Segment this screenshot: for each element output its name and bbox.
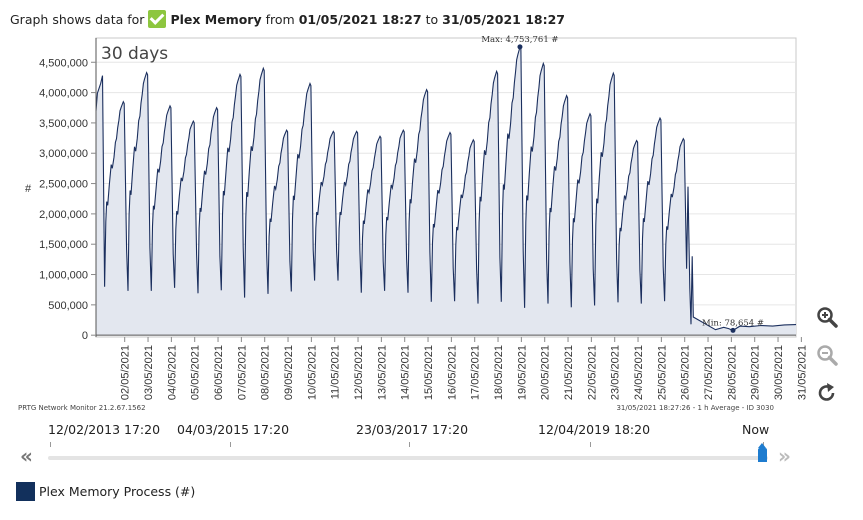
timeline-track[interactable] (48, 456, 768, 460)
x-tick-label: 16/05/2021 (446, 345, 458, 400)
y-tick-label: 1,500,000 (39, 239, 88, 251)
series-area (96, 46, 796, 336)
min-label: Min: 78,654 # (702, 318, 764, 328)
y-tick-label: 2,500,000 (39, 179, 88, 191)
timeline-label-2015: 04/03/2015 17:20 (177, 422, 290, 437)
y-tick-label: 3,500,000 (39, 118, 88, 130)
x-tick-label: 19/05/2021 (516, 345, 528, 400)
x-tick-label: 12/05/2021 (353, 345, 365, 400)
x-tick-label: 14/05/2021 (400, 345, 412, 400)
x-tick-label: 05/05/2021 (190, 345, 202, 400)
legend-label: Plex Memory Process (#) (39, 484, 196, 499)
x-tick-label: 13/05/2021 (376, 345, 388, 400)
min-marker (730, 327, 736, 333)
x-tick-label: 02/05/2021 (120, 345, 132, 400)
x-tick-label: 18/05/2021 (493, 345, 505, 400)
x-tick-label: 17/05/2021 (470, 345, 482, 400)
y-tick-label: 0 (82, 330, 88, 342)
zoom-out-icon[interactable] (816, 344, 838, 366)
x-tick-label: 20/05/2021 (540, 345, 552, 400)
timeline-forward-icon[interactable]: » (778, 444, 791, 468)
x-tick-label: 07/05/2021 (236, 345, 248, 400)
timeline-label-now: Now (742, 422, 770, 437)
status-ok-icon (148, 10, 167, 28)
y-tick-label: 1,000,000 (39, 270, 88, 282)
max-label: Max: 4,753,761 # (481, 35, 558, 45)
sensor-name[interactable]: Plex Memory (170, 11, 262, 27)
from-date: 01/05/2021 18:27 (298, 11, 422, 27)
timeline-back-icon[interactable]: « (20, 444, 33, 468)
footer-right: 31/05/2021 18:27:26 - 1 h Average - ID 3… (616, 404, 774, 412)
period-label: 30 days (101, 44, 168, 64)
x-tick-label: 15/05/2021 (423, 345, 435, 400)
footer-left: PRTG Network Monitor 21.2.67.1562 (18, 404, 146, 412)
refresh-icon[interactable] (816, 382, 838, 404)
timeline-tick (409, 442, 410, 447)
header-to: to (425, 11, 439, 27)
x-tick-label: 28/05/2021 (726, 345, 738, 400)
x-tick-label: 10/05/2021 (306, 345, 318, 400)
x-tick-label: 06/05/2021 (213, 345, 225, 400)
x-tick-label: 04/05/2021 (166, 345, 178, 400)
to-date: 31/05/2021 18:27 (442, 11, 565, 27)
y-tick-label: 4,500,000 (39, 57, 88, 69)
x-tick-label: 24/05/2021 (633, 345, 645, 400)
x-tick-label: 23/05/2021 (610, 345, 622, 400)
y-tick-label: 2,000,000 (39, 209, 88, 221)
y-tick-label: 3,000,000 (39, 148, 88, 160)
max-marker (517, 44, 523, 50)
timeline-tick (50, 442, 51, 447)
timeline-handle[interactable] (758, 443, 767, 462)
legend: Plex Memory Process (#) (16, 482, 195, 501)
x-tick-label: 11/05/2021 (330, 345, 342, 399)
x-tick-label: 31/05/2021 (796, 345, 808, 400)
x-tick-label: 27/05/2021 (703, 345, 715, 400)
x-tick-label: 29/05/2021 (750, 345, 762, 400)
x-tick-label: 30/05/2021 (773, 345, 785, 400)
zoom-in-icon[interactable] (816, 306, 838, 328)
timeline-tick (590, 442, 591, 447)
timeline-label-2019: 12/04/2019 18:20 (538, 422, 651, 437)
x-tick-label: 09/05/2021 (283, 345, 295, 400)
timeline-tick (230, 442, 231, 447)
timeline-label-2013: 12/02/2013 17:20 (48, 422, 161, 437)
x-tick-label: 03/05/2021 (143, 345, 155, 400)
x-tick-label: 25/05/2021 (656, 345, 668, 400)
memory-chart: 0 500,000 1,000,000 1,500,000 2,000,000 2,500… (18, 35, 808, 412)
x-tick-label: 08/05/2021 (260, 345, 272, 400)
y-tick-label: 4,000,000 (39, 88, 88, 100)
y-tick-label: 500,000 (48, 300, 88, 312)
x-tick-label: 22/05/2021 (586, 345, 598, 400)
series-line (95, 45, 797, 332)
x-tick-label: 21/05/2021 (563, 345, 575, 400)
graph-header: Graph shows data for Plex Memory from 01… (10, 10, 565, 28)
x-tick-label: 26/05/2021 (680, 345, 692, 400)
header-prefix: Graph shows data for (10, 11, 145, 27)
y-axis-label: # (25, 183, 32, 195)
timeline-slider[interactable]: 12/02/2013 17:20 04/03/2015 17:20 23/03/… (20, 418, 800, 468)
header-from: from (265, 11, 295, 27)
timeline-label-2017: 23/03/2017 17:20 (356, 422, 469, 437)
legend-swatch (16, 482, 35, 501)
